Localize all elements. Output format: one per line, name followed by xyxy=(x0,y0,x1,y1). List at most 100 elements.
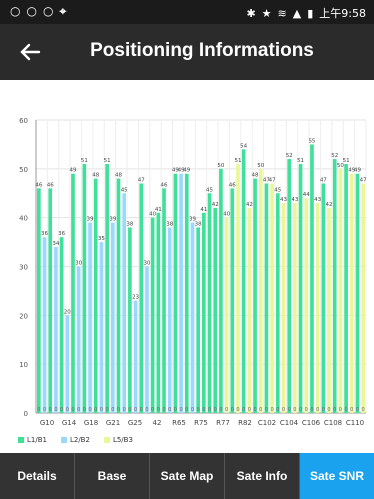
snr-bar xyxy=(139,183,144,413)
snr-bar xyxy=(190,222,195,413)
snr-bar xyxy=(93,178,98,413)
snr-bar xyxy=(361,183,365,413)
snr-bar xyxy=(145,266,149,413)
bar-zero-label: 0 xyxy=(350,407,353,413)
snr-bar xyxy=(99,242,104,413)
legend-item-l2b2: L2/B2 xyxy=(60,436,90,444)
snr-bar xyxy=(321,183,326,413)
snr-bar xyxy=(42,237,47,413)
bluetooth-icon: ✱ xyxy=(246,6,256,20)
bar-value-label: 39 xyxy=(87,217,94,223)
snr-bar xyxy=(230,188,235,413)
x-tick-label: C108 xyxy=(324,419,342,427)
bar-value-label: 46 xyxy=(35,182,42,188)
bar-zero-label: 0 xyxy=(128,407,131,413)
y-tick-label: 0 xyxy=(24,410,28,418)
snr-bar xyxy=(110,222,115,413)
snr-bar xyxy=(116,178,121,413)
snr-bar xyxy=(48,188,53,413)
bar-zero-label: 0 xyxy=(54,407,57,413)
bar-zero-label: 0 xyxy=(60,407,63,413)
snr-bar xyxy=(315,203,320,413)
bar-zero-label: 0 xyxy=(197,407,200,413)
location-pin-icon: ⌖ xyxy=(59,4,67,18)
bar-zero-label: 0 xyxy=(253,407,256,413)
bar-value-label: 46 xyxy=(161,182,168,188)
snr-bar xyxy=(349,173,354,413)
bar-value-label: 34 xyxy=(52,241,59,247)
bar-value-label: 50 xyxy=(337,163,344,169)
snr-bar xyxy=(179,173,183,413)
battery-icon: ▮ xyxy=(307,6,314,20)
snr-bar xyxy=(196,227,200,413)
legend-swatch xyxy=(60,437,67,443)
bar-zero-label: 0 xyxy=(265,407,268,413)
bar-zero-label: 0 xyxy=(157,407,160,413)
snr-bar xyxy=(71,173,75,413)
snr-bar xyxy=(82,163,87,413)
snr-bar xyxy=(65,315,70,413)
back-button[interactable] xyxy=(14,36,46,68)
snr-bar xyxy=(241,149,246,414)
bar-zero-label: 0 xyxy=(83,407,86,413)
y-tick-label: 30 xyxy=(19,264,28,272)
snr-bar xyxy=(219,168,223,413)
bar-value-label: 38 xyxy=(166,221,173,227)
bar-zero-label: 0 xyxy=(185,407,188,413)
y-tick-label: 40 xyxy=(19,215,28,223)
y-tick-label: 20 xyxy=(19,312,28,320)
bar-value-label: 51 xyxy=(81,158,88,164)
snr-bar xyxy=(59,237,64,413)
x-tick-label: G14 xyxy=(62,419,77,427)
snr-bar xyxy=(173,173,178,413)
tab-sate-info[interactable]: Sate Info xyxy=(225,453,300,499)
bar-value-label: 42 xyxy=(246,202,253,208)
snr-bar xyxy=(236,163,240,413)
snr-bar xyxy=(213,207,218,413)
x-tick-label: G10 xyxy=(40,419,54,427)
bar-value-label: 50 xyxy=(217,163,224,169)
tab-details[interactable]: Details xyxy=(0,453,75,499)
x-tick-label: R82 xyxy=(238,419,252,427)
bar-zero-label: 0 xyxy=(77,407,80,413)
bar-value-label: 39 xyxy=(189,217,196,223)
bar-value-label: 45 xyxy=(121,187,128,193)
x-tick-label: R65 xyxy=(172,419,186,427)
bar-value-label: 20 xyxy=(64,309,71,315)
bar-value-label: 38 xyxy=(126,221,133,227)
bar-value-label: 49 xyxy=(178,168,185,174)
snr-bar xyxy=(156,212,161,413)
bar-value-label: 51 xyxy=(297,158,304,164)
snr-bar xyxy=(264,183,269,413)
legend-label: L5/B3 xyxy=(112,436,133,444)
bar-value-label: 54 xyxy=(240,143,247,149)
bar-value-label: 44 xyxy=(303,192,310,198)
tab-sate-snr[interactable]: Sate SNR xyxy=(300,453,374,499)
snr-bar xyxy=(37,188,41,413)
bar-zero-label: 0 xyxy=(316,407,319,413)
bar-value-label: 46 xyxy=(47,182,54,188)
tab-sate-map[interactable]: Sate Map xyxy=(150,453,225,499)
snr-chart: 0 10 20 30 40 50 60 46 0 36 0 46 0 34 0 36 0 20 0 49 0 30 0 51 0… xyxy=(0,90,374,450)
bar-zero-label: 0 xyxy=(134,407,137,413)
y-tick-label: 60 xyxy=(19,117,28,125)
bar-value-label: 50 xyxy=(257,163,264,169)
circle-icon: ○ xyxy=(26,4,37,18)
snr-bar xyxy=(247,207,252,413)
bar-value-label: 51 xyxy=(104,158,111,164)
bar-zero-label: 0 xyxy=(71,407,74,413)
bar-zero-label: 0 xyxy=(236,407,239,413)
bar-value-label: 46 xyxy=(229,182,236,188)
bar-value-label: 45 xyxy=(206,187,213,193)
y-tick-label: 50 xyxy=(19,166,28,174)
snr-bar xyxy=(304,198,309,413)
snr-bar xyxy=(355,173,360,413)
bar-value-label: 49 xyxy=(354,168,361,174)
bar-value-label: 42 xyxy=(212,202,219,208)
snr-bar xyxy=(105,163,109,413)
bar-value-label: 41 xyxy=(155,207,162,213)
tab-base[interactable]: Base xyxy=(75,453,150,499)
snr-bar xyxy=(327,207,331,413)
legend-swatch xyxy=(18,437,24,443)
bar-value-label: 47 xyxy=(269,177,276,183)
